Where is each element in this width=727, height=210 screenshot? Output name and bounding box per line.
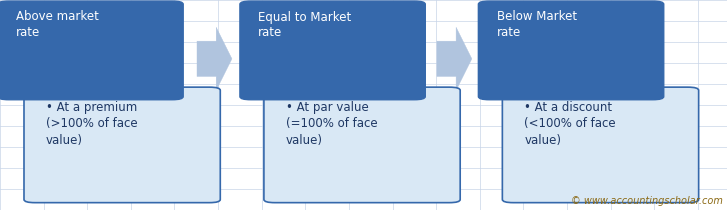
Text: Above market
rate: Above market rate: [16, 10, 99, 39]
FancyBboxPatch shape: [240, 1, 425, 100]
FancyBboxPatch shape: [264, 87, 460, 203]
FancyBboxPatch shape: [24, 87, 220, 203]
Polygon shape: [197, 27, 232, 90]
Text: • At par value
(=100% of face
value): • At par value (=100% of face value): [286, 101, 377, 147]
Text: Equal to Market
rate: Equal to Market rate: [258, 10, 351, 39]
FancyBboxPatch shape: [502, 87, 699, 203]
Polygon shape: [437, 27, 472, 90]
FancyBboxPatch shape: [478, 1, 664, 100]
Text: Below Market
rate: Below Market rate: [497, 10, 577, 39]
FancyBboxPatch shape: [0, 1, 183, 100]
Text: © www.accountingscholar.com: © www.accountingscholar.com: [571, 196, 723, 206]
Text: • At a discount
(<100% of face
value): • At a discount (<100% of face value): [524, 101, 616, 147]
Text: • At a premium
(>100% of face
value): • At a premium (>100% of face value): [46, 101, 137, 147]
